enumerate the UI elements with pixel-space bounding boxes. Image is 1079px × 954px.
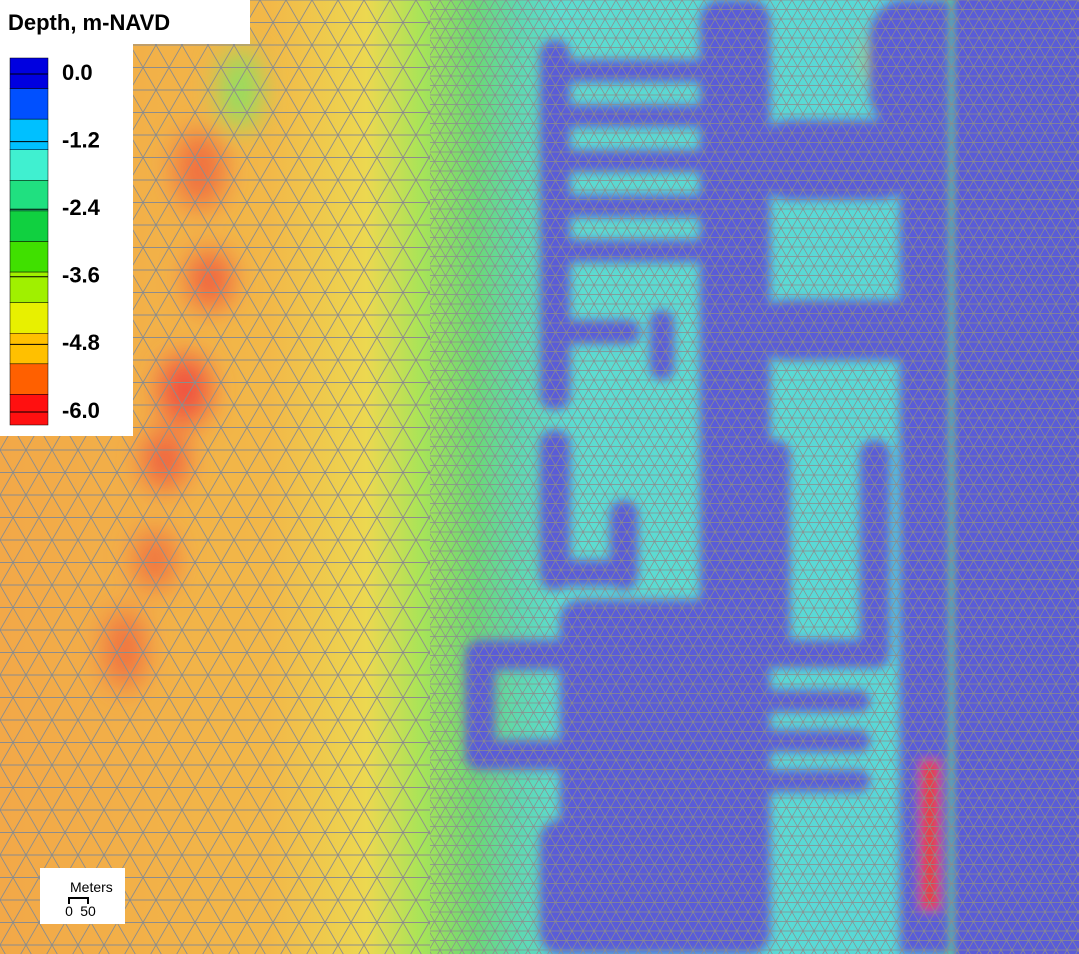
legend-label: -2.4 bbox=[62, 195, 101, 220]
legend-title: Depth, m-NAVD bbox=[8, 10, 170, 35]
scale-unit: Meters bbox=[70, 879, 113, 895]
legend-label: -4.8 bbox=[62, 330, 100, 355]
legend-swatch bbox=[10, 58, 48, 89]
scale-start: 0 bbox=[65, 903, 73, 919]
fine-mesh bbox=[430, 0, 1079, 954]
legend-swatch bbox=[10, 242, 48, 273]
legend-label: -3.6 bbox=[62, 263, 100, 288]
legend-swatch bbox=[10, 119, 48, 150]
page: Depth, m-NAVD 0.0 -1.2 -2.4 -3.6 -4.8 -6.0 Me… bbox=[0, 0, 1079, 954]
legend-swatch bbox=[10, 333, 48, 364]
legend-swatch bbox=[10, 211, 48, 242]
scale-bar: Meters 0 50 bbox=[40, 868, 125, 924]
legend-swatch bbox=[10, 180, 48, 211]
legend-swatch bbox=[10, 364, 48, 395]
legend-swatch bbox=[10, 89, 48, 120]
legend-label: -6.0 bbox=[62, 398, 100, 423]
legend-swatch bbox=[10, 303, 48, 334]
legend-swatch bbox=[10, 150, 48, 181]
legend-label: -1.2 bbox=[62, 127, 100, 152]
legend-swatch bbox=[10, 394, 48, 425]
legend-label: 0.0 bbox=[62, 60, 93, 85]
scale-end: 50 bbox=[80, 903, 96, 919]
map: Depth, m-NAVD 0.0 -1.2 -2.4 -3.6 -4.8 -6.0 Me… bbox=[0, 0, 1079, 954]
